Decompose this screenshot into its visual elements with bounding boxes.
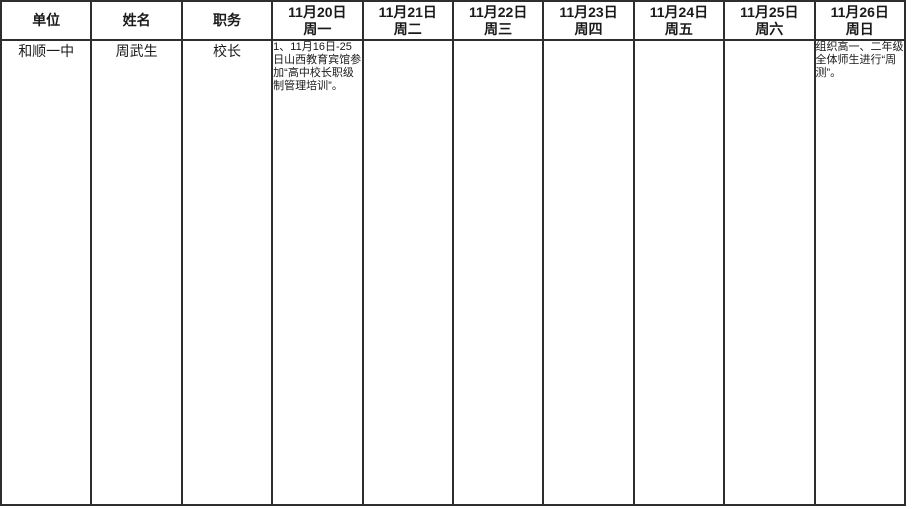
header-date: 11月21日 <box>378 3 437 20</box>
cell-friday-note <box>632 39 726 506</box>
header-unit: 单位 <box>0 0 93 41</box>
header-date: 11月26日 <box>830 3 889 20</box>
header-weekday: 周五 <box>664 20 693 37</box>
header-day-tuesday: 11月21日 周二 <box>361 0 454 41</box>
cell-sunday-note: 组织高一、二年级全体师生进行“周测”。 <box>813 39 907 506</box>
header-date: 11月22日 <box>468 3 528 20</box>
header-weekday: 周六 <box>755 20 784 37</box>
header-day-friday: 11月24日 周五 <box>632 0 726 41</box>
cell-unit: 和顺一中 <box>0 39 93 506</box>
header-day-sunday: 11月26日 周日 <box>813 0 907 41</box>
header-date: 11月24日 <box>649 3 709 20</box>
cell-position: 校长 <box>180 39 274 506</box>
header-day-monday: 11月20日 周一 <box>271 0 364 41</box>
header-day-wednesday: 11月22日 周三 <box>451 0 545 41</box>
header-day-saturday: 11月25日 周六 <box>723 0 816 41</box>
header-weekday: 周三 <box>484 20 513 37</box>
cell-monday-note: 1、11月16日-25日山西教育宾馆参加“高中校长职级制管理培训”。 <box>271 39 364 506</box>
cell-saturday-note <box>723 39 816 506</box>
header-date: 11月25日 <box>740 3 799 20</box>
cell-wednesday-note <box>451 39 545 506</box>
header-name: 姓名 <box>90 0 183 41</box>
header-weekday: 周二 <box>393 20 422 37</box>
header-day-thursday: 11月23日 周四 <box>542 0 635 41</box>
header-weekday: 周一 <box>303 20 332 37</box>
header-row: 单位 姓名 职务 11月20日 周一 11月21日 周二 11月22日 周三 1… <box>0 0 907 41</box>
header-weekday: 周日 <box>845 20 874 37</box>
header-position: 职务 <box>180 0 274 41</box>
header-date: 11月23日 <box>559 3 618 20</box>
cell-thursday-note <box>542 39 635 506</box>
cell-name: 周武生 <box>90 39 183 506</box>
cell-tuesday-note <box>361 39 454 506</box>
header-weekday: 周四 <box>574 20 603 37</box>
header-date: 11月20日 <box>288 3 347 20</box>
table-row: 和顺一中 周武生 校长 1、11月16日-25日山西教育宾馆参加“高中校长职级制… <box>0 39 907 506</box>
